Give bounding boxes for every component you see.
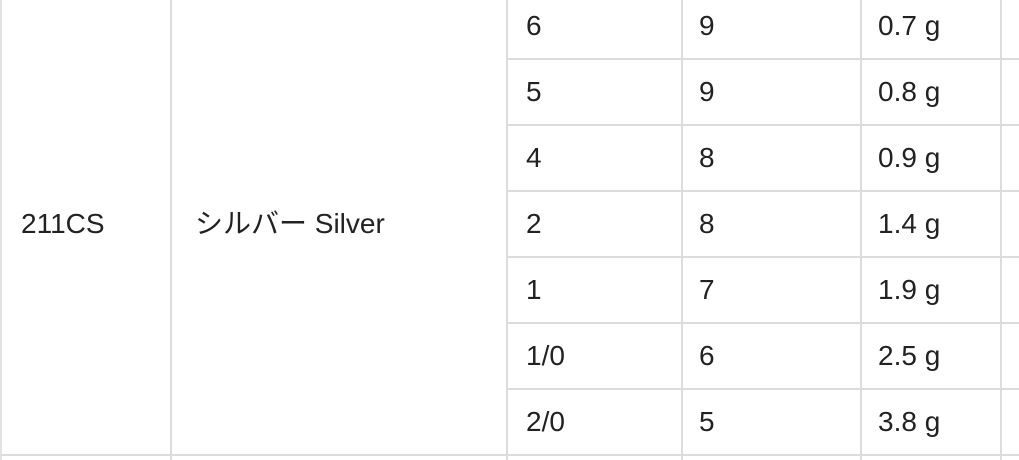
count-cell: 8 bbox=[683, 126, 862, 192]
weight-cell: 0.7 g bbox=[862, 0, 1002, 60]
table-row: 1/0 6 2.5 g bbox=[0, 324, 1019, 390]
table-row: 1 7 1.9 g bbox=[0, 258, 1019, 324]
table-row: 2 8 1.4 g bbox=[0, 192, 1019, 258]
size-cell bbox=[508, 456, 683, 460]
count-cell: 5 bbox=[683, 390, 862, 456]
truncated-next-column-cell bbox=[1002, 60, 1019, 126]
truncated-next-column-cell bbox=[1002, 456, 1019, 460]
weight-cell: 0.9 g bbox=[862, 126, 1002, 192]
size-cell: 1 bbox=[508, 258, 683, 324]
truncated-next-column-cell bbox=[1002, 258, 1019, 324]
truncated-next-column-cell bbox=[1002, 192, 1019, 258]
weight-cell: 0.8 g bbox=[862, 60, 1002, 126]
count-cell: 8 bbox=[683, 192, 862, 258]
weight-cell: 1.9 g bbox=[862, 258, 1002, 324]
count-cell: 9 bbox=[683, 60, 862, 126]
count-cell: 6 bbox=[683, 324, 862, 390]
truncated-next-column-cell bbox=[1002, 324, 1019, 390]
model-code-cell bbox=[0, 456, 172, 460]
weight-cell: 2.5 g bbox=[862, 324, 1002, 390]
size-cell: 5 bbox=[508, 60, 683, 126]
size-cell: 2/0 bbox=[508, 390, 683, 456]
truncated-next-column-cell bbox=[1002, 126, 1019, 192]
count-cell bbox=[683, 456, 862, 460]
size-cell: 2 bbox=[508, 192, 683, 258]
size-cell: 4 bbox=[508, 126, 683, 192]
table-row: 2/0 5 3.8 g bbox=[0, 390, 1019, 456]
color-cell bbox=[172, 456, 508, 460]
table-row: 4 8 0.9 g bbox=[0, 126, 1019, 192]
truncated-next-column-cell bbox=[1002, 390, 1019, 456]
weight-cell bbox=[862, 456, 1002, 460]
count-cell: 7 bbox=[683, 258, 862, 324]
color-cell: シルバー Silver bbox=[172, 0, 508, 456]
size-cell: 1/0 bbox=[508, 324, 683, 390]
size-cell: 6 bbox=[508, 0, 683, 60]
weight-cell: 1.4 g bbox=[862, 192, 1002, 258]
truncated-next-row bbox=[0, 456, 1019, 460]
count-cell: 9 bbox=[683, 0, 862, 60]
weight-cell: 3.8 g bbox=[862, 390, 1002, 456]
truncated-next-column-cell bbox=[1002, 0, 1019, 60]
table-row: 5 9 0.8 g bbox=[0, 60, 1019, 126]
model-code-cell: 211CS bbox=[0, 0, 172, 456]
